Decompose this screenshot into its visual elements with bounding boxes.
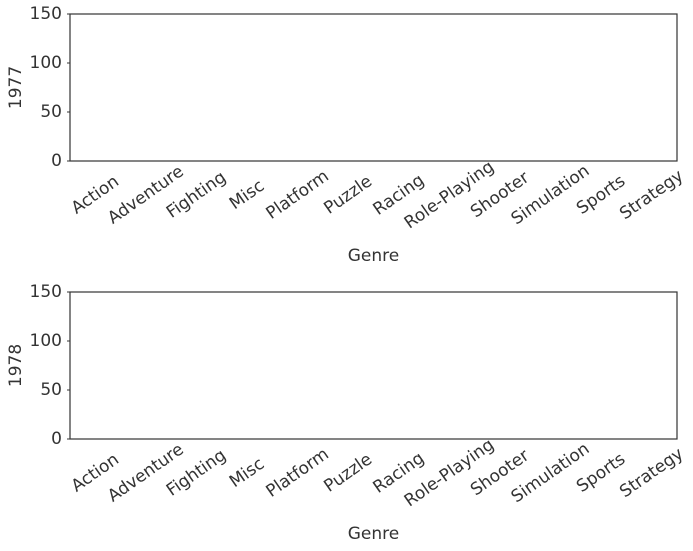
x-tick-label: Strategy <box>616 166 687 224</box>
y-tick-label: 0 <box>51 429 62 449</box>
x-tick-label: Platform <box>263 166 333 224</box>
y-tick-label: 50 <box>40 380 62 400</box>
x-tick-label: Strategy <box>616 444 687 502</box>
x-axis-label: Genre <box>348 524 399 544</box>
y-tick-label: 100 <box>30 331 62 351</box>
y-axis-label: 1977 <box>6 66 26 109</box>
x-tick-label: Misc <box>226 176 268 214</box>
x-axis-label: Genre <box>348 246 399 266</box>
y-tick-label: 0 <box>51 151 62 171</box>
axes-frame <box>69 13 678 162</box>
y-tick-label: 150 <box>30 4 62 24</box>
axes-frame <box>69 291 678 440</box>
y-tick-label: 100 <box>30 53 62 73</box>
y-tick-label: 50 <box>40 102 62 122</box>
x-tick-label: Platform <box>263 444 333 502</box>
y-tick-label: 150 <box>30 282 62 302</box>
y-axis-label: 1978 <box>6 344 26 387</box>
x-tick-label: Misc <box>226 454 268 492</box>
